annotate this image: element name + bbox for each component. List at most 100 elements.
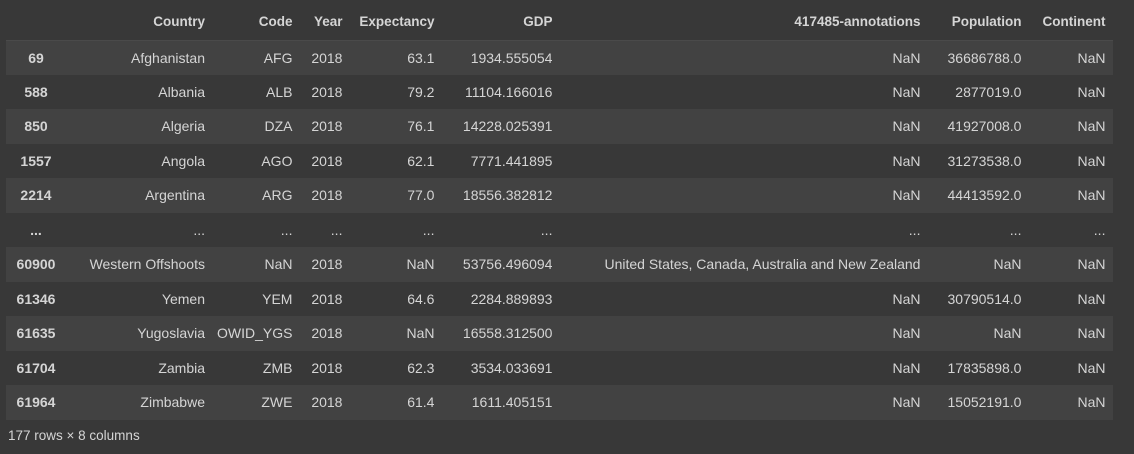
row-index: 61346 [16, 290, 56, 307]
table-cell: 2018 [311, 187, 343, 204]
table-cell: ARG [262, 187, 293, 204]
row-index: 588 [24, 83, 48, 100]
table-cell: 53756.496094 [462, 256, 553, 273]
dataframe-table: Country Code Year Expectancy GDP 417485-annot… [6, 4, 1114, 420]
table-cell: 76.1 [407, 118, 435, 135]
index-header [6, 4, 66, 41]
table-cell: 77.0 [407, 187, 435, 204]
table-cell: Argentina [145, 187, 205, 204]
table-row: ........................... [6, 212, 1114, 247]
table-cell: NaN [406, 256, 435, 273]
column-header: Population [928, 4, 1030, 41]
table-row: 850 Algeria DZA 2018 76.1 14228.025391 NaN 4192… [6, 109, 1114, 144]
column-header: 417485-annotations [560, 4, 929, 41]
table-cell: Albania [158, 83, 205, 100]
table-cell: United States, Canada, Australia and New… [604, 256, 921, 273]
row-index: 61964 [16, 394, 56, 411]
table-cell: NaN [1077, 83, 1106, 100]
table-cell: 2018 [311, 83, 343, 100]
column-header: Continent [1029, 4, 1114, 41]
row-index: 69 [28, 49, 44, 66]
table-cell: AGO [261, 152, 293, 169]
table-row: 588 Albania ALB 2018 79.2 11104.166016 NaN 2877… [6, 74, 1114, 109]
table-cell: 79.2 [407, 83, 435, 100]
table-cell: AFG [263, 49, 293, 66]
table-cell: 14228.025391 [462, 118, 553, 135]
table-cell: ... [540, 221, 553, 238]
table-cell: 2018 [311, 118, 343, 135]
column-header: Country [66, 4, 213, 41]
table-cell: NaN [1077, 152, 1106, 169]
table-cell: Zimbabwe [140, 394, 205, 411]
table-cell: NaN [406, 325, 435, 342]
row-index: 2214 [20, 187, 52, 204]
column-header: Year [300, 4, 351, 41]
table-cell: 64.6 [407, 290, 435, 307]
table-cell: NaN [1077, 187, 1106, 204]
column-header: Expectancy [350, 4, 443, 41]
row-index: 61635 [16, 325, 56, 342]
table-cell: NaN [1077, 290, 1106, 307]
row-index: ... [30, 221, 42, 238]
table-cell: YEM [262, 290, 293, 307]
table-cell: NaN [892, 49, 921, 66]
table-cell: 2018 [311, 49, 343, 66]
table-cell: 36686788.0 [947, 49, 1022, 66]
table-row: 61635 Yugoslavia OWID_YGS 2018 NaN 16558.3125… [6, 316, 1114, 351]
table-cell: 62.3 [407, 359, 435, 376]
table-cell: NaN [1077, 394, 1106, 411]
table-cell: 2018 [311, 359, 343, 376]
column-header: GDP [442, 4, 561, 41]
table-cell: 31273538.0 [947, 152, 1022, 169]
table-cell: ... [908, 221, 921, 238]
table-cell: Yemen [161, 290, 205, 307]
table-cell: ALB [266, 83, 293, 100]
table-cell: ZMB [262, 359, 293, 376]
table-cell: 15052191.0 [947, 394, 1022, 411]
column-header: Code [213, 4, 301, 41]
table-cell: 2018 [311, 325, 343, 342]
table-cell: Zambia [158, 359, 205, 376]
table-cell: Angola [161, 152, 205, 169]
table-row: 69 Afghanistan AFG 2018 63.1 1934.555054 NaN 36… [6, 40, 1114, 75]
table-row: 60900 Western Offshoots NaN 2018 NaN 53756.49… [6, 247, 1114, 282]
table-cell: 1611.405151 [471, 394, 553, 411]
table-body: 69 Afghanistan AFG 2018 63.1 1934.555054 NaN 36… [6, 40, 1114, 420]
table-cell: 2018 [311, 290, 343, 307]
table-cell: NaN [892, 152, 921, 169]
table-cell: NaN [892, 118, 921, 135]
table-cell: NaN [1077, 325, 1106, 342]
table-row: 61964 Zimbabwe ZWE 2018 61.4 1611.405151 NaN 15… [6, 385, 1114, 420]
table-cell: 61.4 [407, 394, 435, 411]
table-cell: ... [330, 221, 343, 238]
table-cell: 63.1 [407, 49, 435, 66]
table-cell: 16558.312500 [462, 325, 553, 342]
table-cell: 3534.033691 [470, 359, 553, 376]
table-cell: ... [1009, 221, 1022, 238]
row-index: 61704 [16, 359, 56, 376]
table-cell: 1934.555054 [470, 49, 553, 66]
table-cell: 2018 [311, 152, 343, 169]
table-cell: NaN [1077, 256, 1106, 273]
table-cell: NaN [892, 359, 921, 376]
table-row: 61704 Zambia ZMB 2018 62.3 3534.033691 NaN 1783… [6, 350, 1114, 385]
table-cell: 44413592.0 [947, 187, 1022, 204]
table-cell: NaN [892, 290, 921, 307]
table-cell: NaN [993, 325, 1022, 342]
table-cell: 41927008.0 [947, 118, 1022, 135]
table-cell: NaN [1077, 359, 1106, 376]
table-cell: ZWE [261, 394, 293, 411]
table-cell: Algeria [161, 118, 205, 135]
table-cell: NaN [1077, 49, 1106, 66]
table-cell: NaN [892, 83, 921, 100]
table-cell: OWID_YGS [217, 325, 293, 342]
table-cell: ... [280, 221, 293, 238]
table-cell: NaN [892, 187, 921, 204]
table-cell: NaN [892, 394, 921, 411]
table-cell: NaN [892, 325, 921, 342]
table-cell: 11104.166016 [465, 83, 553, 100]
table-cell: 17835898.0 [947, 359, 1022, 376]
table-cell: Yugoslavia [137, 325, 205, 342]
table-cell: 2018 [311, 394, 343, 411]
